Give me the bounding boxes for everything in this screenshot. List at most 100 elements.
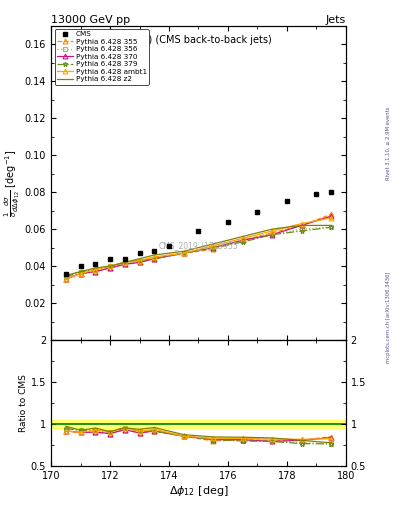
Line: Pythia 6.428 370: Pythia 6.428 370	[63, 214, 334, 282]
Pythia 6.428 355	[241, 237, 245, 243]
Pythia 6.428 355	[108, 265, 112, 271]
Pythia 6.428 356	[329, 224, 333, 230]
CMS	[226, 219, 230, 225]
Pythia 6.428 355	[123, 261, 127, 267]
Line: Pythia 6.428 z2: Pythia 6.428 z2	[66, 225, 331, 275]
Line: Pythia 6.428 ambt1: Pythia 6.428 ambt1	[63, 216, 334, 282]
Pythia 6.428 z2	[329, 222, 333, 228]
Pythia 6.428 356	[137, 258, 142, 264]
Pythia 6.428 379	[137, 258, 142, 264]
Pythia 6.428 379	[299, 228, 304, 234]
Pythia 6.428 370	[211, 245, 216, 251]
Pythia 6.428 z2	[241, 233, 245, 240]
Pythia 6.428 370	[270, 231, 275, 238]
Pythia 6.428 z2	[152, 252, 157, 258]
Pythia 6.428 356	[181, 250, 186, 256]
Pythia 6.428 356	[211, 245, 216, 251]
CMS	[255, 209, 260, 216]
CMS	[196, 228, 201, 234]
CMS	[64, 270, 68, 276]
Pythia 6.428 370	[181, 250, 186, 256]
Pythia 6.428 356	[152, 255, 157, 262]
Pythia 6.428 ambt1	[108, 263, 112, 269]
Pythia 6.428 379	[211, 245, 216, 251]
Pythia 6.428 379	[241, 239, 245, 245]
Text: Δφ(jj) (CMS back-to-back jets): Δφ(jj) (CMS back-to-back jets)	[126, 35, 271, 45]
Pythia 6.428 370	[152, 255, 157, 262]
Pythia 6.428 379	[181, 250, 186, 256]
Pythia 6.428 356	[78, 269, 83, 275]
Line: Pythia 6.428 355: Pythia 6.428 355	[63, 212, 334, 282]
Pythia 6.428 355	[211, 246, 216, 252]
Text: Jets: Jets	[325, 15, 346, 26]
Pythia 6.428 355	[93, 269, 98, 275]
Y-axis label: $\frac{1}{\sigma}\frac{d\sigma}{d\Delta\phi_{12}}\ [\mathrm{deg}^{-1}]$: $\frac{1}{\sigma}\frac{d\sigma}{d\Delta\…	[3, 149, 22, 217]
CMS	[314, 191, 319, 197]
Pythia 6.428 355	[137, 260, 142, 266]
CMS	[78, 263, 83, 269]
Pythia 6.428 370	[299, 222, 304, 228]
Pythia 6.428 379	[64, 274, 68, 280]
Pythia 6.428 ambt1	[299, 221, 304, 227]
Pythia 6.428 ambt1	[64, 276, 68, 282]
Pythia 6.428 379	[78, 269, 83, 275]
Pythia 6.428 z2	[78, 269, 83, 275]
Pythia 6.428 z2	[270, 226, 275, 232]
Pythia 6.428 379	[270, 231, 275, 238]
Pythia 6.428 ambt1	[123, 260, 127, 266]
Bar	[51, 420, 346, 428]
Pythia 6.428 z2	[211, 241, 216, 247]
Pythia 6.428 370	[64, 276, 68, 282]
Pythia 6.428 ambt1	[152, 254, 157, 260]
Pythia 6.428 ambt1	[78, 270, 83, 276]
Text: 13000 GeV pp: 13000 GeV pp	[51, 15, 130, 26]
Pythia 6.428 ambt1	[181, 250, 186, 256]
Pythia 6.428 355	[299, 222, 304, 228]
Pythia 6.428 356	[123, 260, 127, 266]
Pythia 6.428 370	[241, 237, 245, 243]
Pythia 6.428 355	[270, 230, 275, 236]
Pythia 6.428 z2	[137, 255, 142, 262]
Pythia 6.428 z2	[299, 222, 304, 228]
Pythia 6.428 379	[108, 263, 112, 269]
Pythia 6.428 ambt1	[270, 228, 275, 234]
Text: mcplots.cern.ch [arXiv:1306.3436]: mcplots.cern.ch [arXiv:1306.3436]	[386, 272, 391, 363]
Pythia 6.428 355	[64, 276, 68, 282]
Pythia 6.428 z2	[181, 248, 186, 254]
Pythia 6.428 370	[78, 270, 83, 276]
CMS	[93, 261, 98, 267]
Pythia 6.428 356	[299, 226, 304, 232]
Pythia 6.428 379	[123, 260, 127, 266]
CMS	[167, 243, 171, 249]
Pythia 6.428 z2	[93, 265, 98, 271]
Pythia 6.428 379	[329, 224, 333, 230]
Pythia 6.428 355	[329, 211, 333, 218]
Pythia 6.428 z2	[64, 272, 68, 279]
CMS	[329, 189, 333, 195]
CMS	[152, 248, 157, 254]
CMS	[137, 250, 142, 256]
Pythia 6.428 370	[329, 213, 333, 219]
Pythia 6.428 370	[137, 260, 142, 266]
Pythia 6.428 356	[93, 267, 98, 273]
Pythia 6.428 370	[123, 261, 127, 267]
Pythia 6.428 ambt1	[93, 267, 98, 273]
Pythia 6.428 356	[270, 231, 275, 238]
Pythia 6.428 ambt1	[241, 236, 245, 242]
Text: CMS_2019_I1719955: CMS_2019_I1719955	[159, 241, 238, 250]
Text: Rivet 3.1.10, ≥ 2.9M events: Rivet 3.1.10, ≥ 2.9M events	[386, 106, 391, 180]
Pythia 6.428 z2	[123, 260, 127, 266]
Pythia 6.428 379	[152, 255, 157, 262]
CMS	[285, 198, 289, 204]
Pythia 6.428 370	[93, 269, 98, 275]
Line: CMS: CMS	[63, 189, 334, 276]
Pythia 6.428 356	[108, 263, 112, 269]
Pythia 6.428 355	[181, 250, 186, 256]
Pythia 6.428 355	[152, 255, 157, 262]
Legend: CMS, Pythia 6.428 355, Pythia 6.428 356, Pythia 6.428 370, Pythia 6.428 379, Pyt: CMS, Pythia 6.428 355, Pythia 6.428 356,…	[55, 29, 149, 84]
Pythia 6.428 355	[78, 270, 83, 276]
Pythia 6.428 370	[108, 265, 112, 271]
Pythia 6.428 379	[93, 267, 98, 273]
CMS	[123, 255, 127, 262]
Pythia 6.428 356	[64, 274, 68, 280]
